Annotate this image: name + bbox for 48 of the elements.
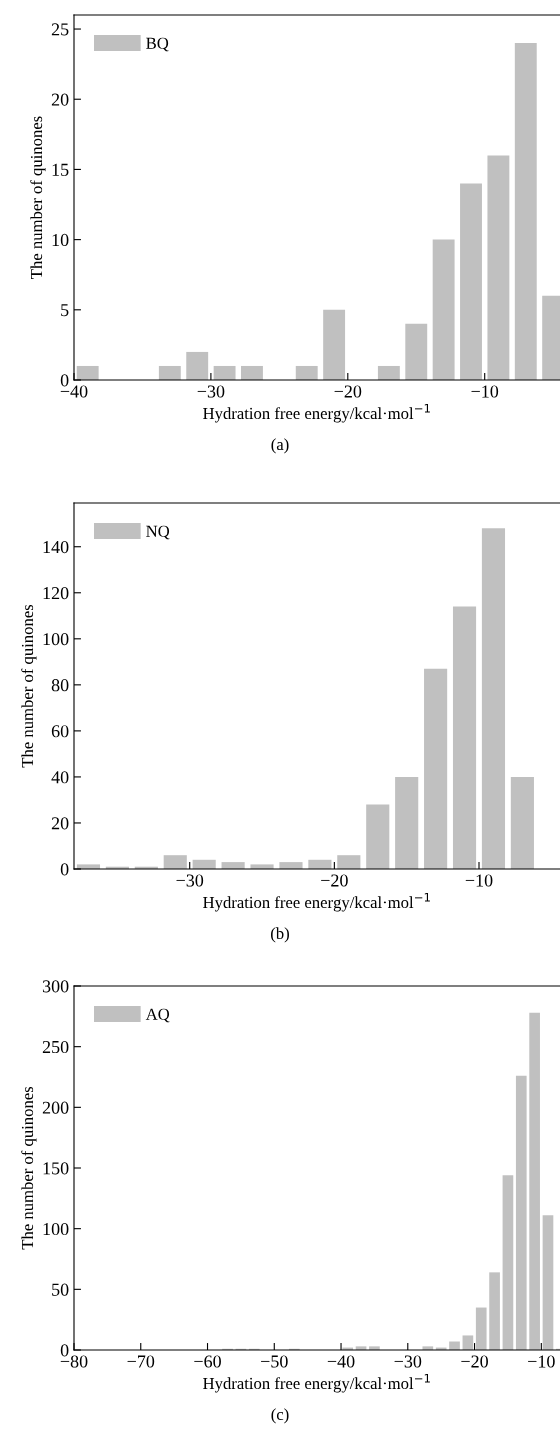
y-tick-label: 15 bbox=[52, 163, 69, 176]
y-axis-title: The number of quinones bbox=[30, 116, 46, 279]
x-axis-title: Hydration free energy/kcal·mol$^{−1}$ bbox=[203, 1374, 430, 1393]
text: (a) bbox=[271, 438, 289, 454]
x-tick-label: −40 bbox=[60, 385, 88, 398]
x-tick-label: −50 bbox=[261, 1355, 288, 1368]
x-tick-label: −10 bbox=[471, 385, 499, 398]
y-tick-label: 5 bbox=[61, 304, 69, 317]
y-tick-label: 0 bbox=[60, 1344, 69, 1357]
legend-label: BQ bbox=[146, 37, 169, 52]
y-tick-label: 150 bbox=[43, 1162, 69, 1175]
y-tick-label: 120 bbox=[43, 587, 69, 600]
y-tick-label: 50 bbox=[52, 1283, 69, 1296]
y-tick-label: 0 bbox=[60, 374, 69, 387]
x-tick-label: −20 bbox=[461, 1355, 488, 1368]
x-axis-title: Hydration free energy/kcal·mol$^{−1}$ bbox=[203, 893, 430, 912]
y-tick-label: 0 bbox=[60, 863, 69, 876]
y-tick-label: 40 bbox=[51, 771, 69, 784]
x-tick-label: −20 bbox=[321, 874, 348, 887]
y-tick-label: 250 bbox=[42, 1040, 69, 1054]
y-tick-label: 20 bbox=[51, 817, 69, 830]
y-tick-label: 60 bbox=[51, 725, 69, 738]
x-tick-label: −30 bbox=[176, 874, 204, 887]
y-tick-label: 10 bbox=[52, 233, 69, 247]
x-tick-label: −10 bbox=[465, 874, 493, 887]
y-tick-label: 100 bbox=[43, 1222, 69, 1236]
x-axis-title: Hydration free energy/kcal·mol$^{−1}$ bbox=[203, 404, 430, 423]
text: (c) bbox=[271, 1408, 289, 1424]
y-axis-title: The number of quinones bbox=[21, 1086, 37, 1250]
x-tick-label: −70 bbox=[127, 1355, 155, 1368]
text: (b) bbox=[271, 927, 289, 943]
y-tick-label: 25 bbox=[51, 23, 69, 36]
x-tick-label: −80 bbox=[60, 1355, 88, 1368]
x-tick-label: −40 bbox=[327, 1355, 355, 1368]
legend-label: NQ bbox=[146, 525, 170, 540]
x-tick-label: −60 bbox=[194, 1355, 221, 1368]
y-tick-label: 20 bbox=[51, 93, 69, 106]
x-tick-label: −30 bbox=[394, 1355, 422, 1368]
x-tick-label: −20 bbox=[334, 385, 362, 398]
y-tick-label: 100 bbox=[43, 633, 69, 646]
y-tick-label: 300 bbox=[42, 980, 69, 993]
x-tick-label: −10 bbox=[528, 1355, 555, 1368]
x-tick-label: −30 bbox=[197, 385, 225, 398]
legend-label: AQ bbox=[145, 1008, 170, 1023]
y-tick-label: 140 bbox=[43, 540, 69, 554]
y-axis-title: The number of quinones bbox=[21, 604, 37, 768]
y-tick-label: 200 bbox=[42, 1101, 69, 1114]
y-tick-label: 80 bbox=[51, 679, 69, 692]
